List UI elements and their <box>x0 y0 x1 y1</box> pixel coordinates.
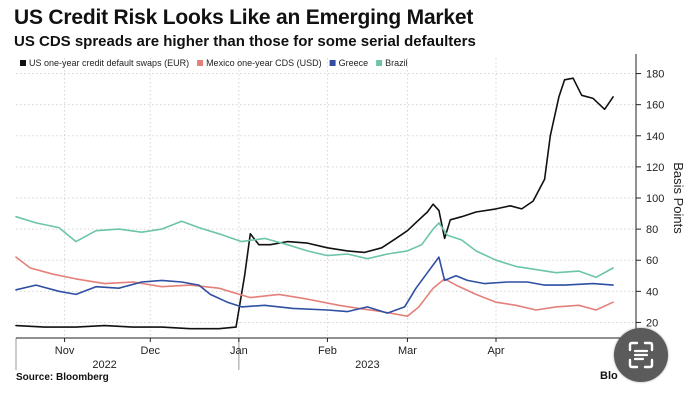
y-axis-label: Basis Points <box>671 162 686 234</box>
legend-swatch <box>197 60 204 66</box>
gridlines <box>16 58 636 338</box>
year-label: 2022 <box>92 359 116 371</box>
legend-label: Greece <box>339 58 369 68</box>
y-tick-label: 60 <box>646 255 658 267</box>
y-tick-label: 100 <box>646 193 664 205</box>
y-tick-label: 40 <box>646 286 658 298</box>
y-tick-label: 140 <box>646 131 664 143</box>
y-tick-label: 160 <box>646 100 664 112</box>
legend-label: US one-year credit default swaps (EUR) <box>29 58 189 68</box>
series-line <box>15 256 614 314</box>
legend-label: Brazil <box>385 58 408 68</box>
text-scan-icon[interactable] <box>614 328 668 382</box>
x-tick-label: Mar <box>398 345 417 357</box>
legend-swatch <box>329 60 336 66</box>
series-line <box>15 77 614 330</box>
axes: 20 40 60 80 100 120 140 160 180 Nov Dec Jan Feb Mar Ap… <box>16 54 686 371</box>
legend-label: Mexico one-year CDS (USD) <box>206 58 322 68</box>
y-tick-label: 20 <box>646 317 658 329</box>
legend: US one-year credit default swaps (EUR) Me… <box>20 58 408 68</box>
x-tick-label: Nov <box>55 345 75 357</box>
x-tick-label: Dec <box>141 345 161 357</box>
series-lines <box>15 77 614 330</box>
x-tick-label: Jan <box>230 345 248 357</box>
series-line <box>15 256 614 318</box>
y-tick-label: 180 <box>646 69 664 81</box>
x-tick-label: Apr <box>487 345 504 357</box>
series-line <box>15 215 614 279</box>
y-tick-label: 80 <box>646 224 658 236</box>
year-dividers <box>15 338 240 370</box>
chart-subtitle: US CDS spreads are higher than those for… <box>14 33 476 50</box>
x-tick-label: Feb <box>318 345 337 357</box>
brand-mark: Blo <box>600 370 618 382</box>
legend-swatch <box>376 60 383 66</box>
legend-swatch <box>20 60 26 66</box>
y-tick-label: 120 <box>646 162 664 174</box>
chart-title: US Credit Risk Looks Like an Emerging Ma… <box>14 6 474 29</box>
source-note: Source: Bloomberg <box>16 372 109 383</box>
year-label: 2023 <box>355 359 379 371</box>
